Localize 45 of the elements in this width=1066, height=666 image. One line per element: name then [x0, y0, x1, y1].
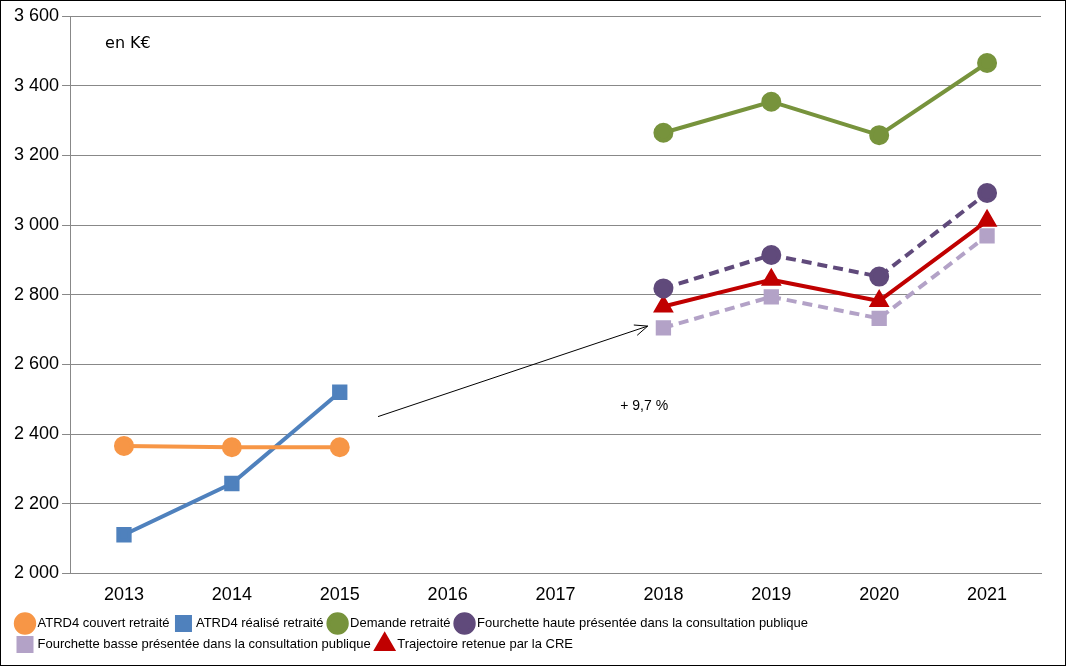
point [329, 437, 350, 458]
x-tick-label: 2014 [211, 584, 252, 605]
legend-label: Fourchette haute présentée dans la consultation publique [477, 615, 809, 631]
point [224, 475, 240, 492]
point [761, 91, 782, 112]
legend-label: ATRD4 réalisé retraité [195, 615, 324, 631]
point [977, 53, 998, 74]
x-tick-label: 2017 [535, 584, 576, 605]
x-tick-label: 2021 [967, 584, 1008, 605]
annotation: + 9,7 % [620, 397, 669, 414]
point [869, 266, 890, 287]
point [654, 296, 673, 313]
y-tick-label: 2 200 [14, 492, 60, 513]
y-tick-label: 2 600 [14, 353, 60, 374]
x-tick-label: 2016 [427, 584, 468, 605]
point [332, 384, 348, 400]
y-tick-label: 3 600 [14, 4, 60, 25]
point [977, 182, 998, 203]
x-tick-label: 2020 [859, 584, 900, 605]
y-tick-label: 3 000 [14, 213, 60, 234]
point [653, 278, 674, 299]
legend-label: Fourchette basse présentée dans la consultation publique [37, 636, 371, 652]
annotation: en K€ [105, 33, 151, 53]
point [761, 244, 782, 265]
y-tick-label: 2 400 [14, 423, 60, 444]
x-tick-label: 2013 [103, 584, 145, 605]
point [653, 122, 674, 143]
point [655, 320, 672, 336]
point [763, 289, 779, 305]
legend-label: ATRD4 couvert retraité [37, 615, 170, 631]
point [869, 125, 890, 146]
legend-label: Demande retraité [350, 615, 451, 631]
point [221, 437, 242, 458]
point [871, 310, 887, 327]
x-tick-label: 2018 [643, 584, 684, 605]
legend-label: Trajectoire retenue par la CRE [397, 636, 574, 652]
y-tick-label: 2 800 [14, 283, 60, 304]
y-tick-label: 3 200 [14, 144, 60, 165]
x-tick-label: 2015 [319, 584, 360, 605]
point [113, 435, 134, 456]
x-tick-label: 2019 [751, 584, 792, 605]
point [979, 228, 995, 244]
point [116, 527, 132, 543]
y-tick-label: 2 000 [14, 562, 60, 583]
y-tick-label: 3 400 [14, 74, 60, 95]
